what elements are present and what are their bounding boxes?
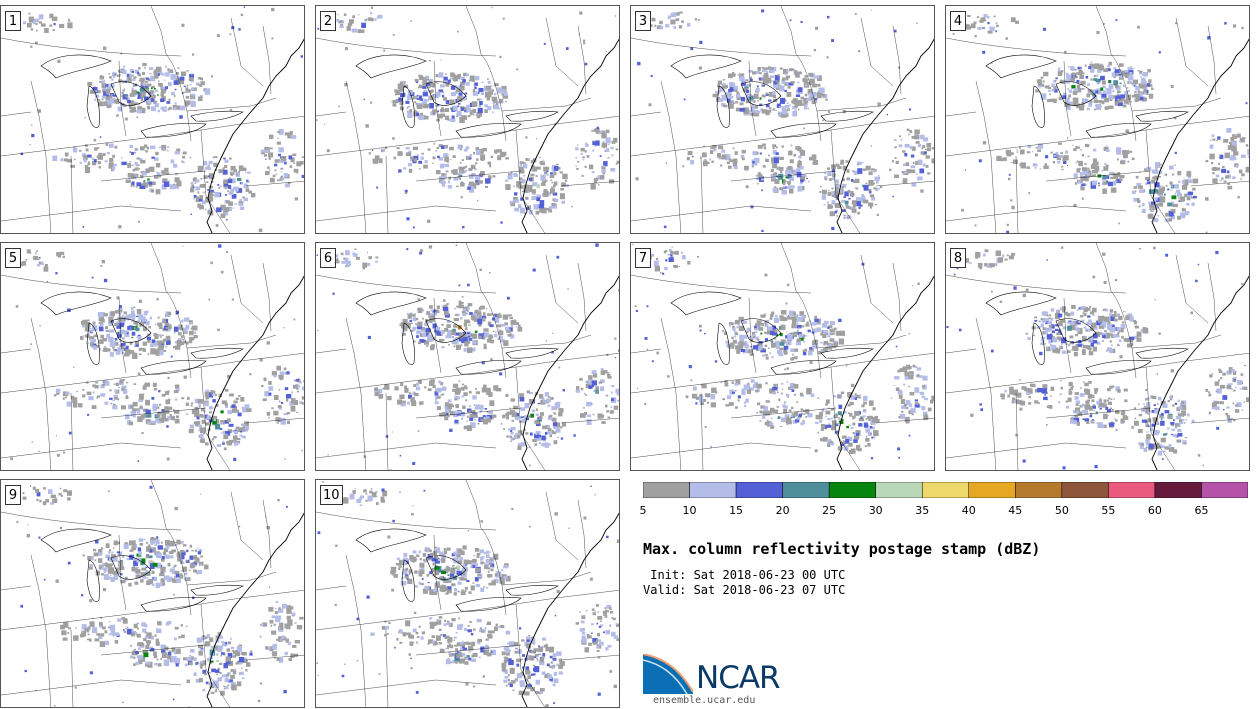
colorbar-segment (1154, 482, 1202, 498)
colorbar-tick: 15 (729, 504, 744, 517)
map-panel: 2 (315, 5, 620, 234)
map-boundaries (1, 480, 304, 707)
colorbar-tick: 20 (775, 504, 790, 517)
ncar-logo-icon (643, 654, 693, 694)
colorbar-tick: 65 (1194, 504, 1209, 517)
member-label: 6 (320, 248, 336, 268)
member-label: 5 (5, 248, 21, 268)
member-label: 1 (5, 11, 21, 31)
colorbar-tick: 10 (682, 504, 697, 517)
reflectivity-colorbar (643, 482, 1248, 498)
colorbar-tick: 40 (961, 504, 976, 517)
map-boundaries (1, 243, 304, 470)
reflectivity-map (1, 243, 304, 470)
colorbar-segment (968, 482, 1016, 498)
reflectivity-map (946, 6, 1249, 233)
colorbar-tick: 50 (1054, 504, 1069, 517)
member-label: 2 (320, 11, 336, 31)
map-panel: 1 (0, 5, 305, 234)
colorbar-segment (735, 482, 783, 498)
figure-title: Max. column reflectivity postage stamp (… (643, 540, 1041, 558)
map-panel: 8 (945, 242, 1250, 471)
precipitation-echoes (316, 481, 619, 707)
map-panel: 3 (630, 5, 935, 234)
precipitation-echoes (316, 6, 619, 229)
map-boundaries (631, 6, 934, 233)
init-time: Init: Sat 2018-06-23 00 UTC (643, 568, 846, 582)
precipitation-echoes (635, 9, 934, 232)
precipitation-echoes (946, 246, 1249, 470)
reflectivity-map (316, 6, 619, 233)
member-label: 4 (950, 11, 966, 31)
colorbar-segment (921, 482, 970, 498)
map-panel: 7 (630, 242, 935, 471)
map-boundaries (631, 243, 934, 470)
map-panel: 6 (315, 242, 620, 471)
colorbar-segment (643, 482, 690, 498)
site-url: ensemble.ucar.edu (653, 695, 756, 706)
colorbar-tick: 5 (639, 504, 647, 517)
precipitation-echoes (10, 244, 304, 462)
colorbar-tick: 25 (822, 504, 837, 517)
colorbar-segment (1201, 482, 1248, 498)
member-label: 3 (635, 11, 651, 31)
member-label: 8 (950, 248, 966, 268)
colorbar-tick: 35 (915, 504, 930, 517)
member-label: 9 (5, 485, 21, 505)
reflectivity-map (316, 480, 619, 707)
precipitation-echoes (952, 14, 1249, 233)
reflectivity-map (316, 243, 619, 470)
map-boundaries (316, 480, 619, 707)
reflectivity-map (631, 6, 934, 233)
colorbar-segment (1015, 482, 1063, 498)
precipitation-echoes (15, 485, 304, 707)
map-panel: 10 (315, 479, 620, 708)
map-panel: 4 (945, 5, 1250, 234)
reflectivity-map (631, 243, 934, 470)
colorbar-segment (875, 482, 923, 498)
colorbar-segment (1061, 482, 1109, 498)
member-label: 7 (635, 248, 651, 268)
reflectivity-map (1, 6, 304, 233)
reflectivity-map (946, 243, 1249, 470)
colorbar-tick: 60 (1147, 504, 1162, 517)
colorbar-tick: 45 (1008, 504, 1023, 517)
map-panel: 5 (0, 242, 305, 471)
precipitation-echoes (316, 243, 619, 470)
map-boundaries (316, 6, 619, 233)
map-boundaries (946, 243, 1249, 470)
map-boundaries (316, 243, 619, 470)
colorbar-segment (782, 482, 830, 498)
precipitation-echoes (632, 243, 934, 460)
colorbar-segment (828, 482, 876, 498)
ncar-logo-text: NCAR (696, 660, 781, 696)
colorbar-segment (689, 482, 737, 498)
map-boundaries (946, 6, 1249, 233)
valid-time: Valid: Sat 2018-06-23 07 UTC (643, 583, 846, 597)
map-panel: 9 (0, 479, 305, 708)
colorbar-segment (1108, 482, 1156, 498)
colorbar-tick: 55 (1101, 504, 1116, 517)
precipitation-echoes (13, 6, 304, 233)
member-label: 10 (320, 485, 343, 505)
colorbar-tick: 30 (868, 504, 883, 517)
reflectivity-map (1, 480, 304, 707)
map-boundaries (1, 6, 304, 233)
